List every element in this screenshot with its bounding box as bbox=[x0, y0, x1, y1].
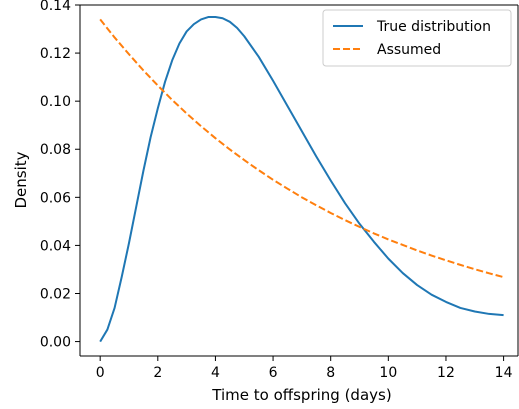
legend-label-true-distribution: True distribution bbox=[376, 19, 491, 35]
axes bbox=[79, 4, 519, 357]
x-tick-label: 10 bbox=[379, 365, 397, 381]
y-tick-label: 0.02 bbox=[40, 286, 71, 302]
y-tick-label: 0.12 bbox=[40, 46, 71, 62]
y-tick-label: 0.00 bbox=[40, 335, 71, 351]
series-line-true-distribution bbox=[99, 16, 504, 343]
x-tick-label: 12 bbox=[437, 365, 455, 381]
y-tick-label: 0.08 bbox=[40, 142, 71, 158]
legend-label-assumed: Assumed bbox=[377, 42, 441, 58]
y-tick-label: 0.10 bbox=[40, 94, 71, 110]
x-tick-label: 14 bbox=[495, 365, 513, 381]
series-line-assumed bbox=[99, 18, 504, 279]
x-axis-label: Time to offspring (days) bbox=[211, 386, 391, 404]
x-tick-label: 2 bbox=[153, 365, 162, 381]
y-tick-label: 0.04 bbox=[40, 238, 71, 254]
series-lines bbox=[99, 16, 504, 343]
y-axis-label: Density bbox=[12, 151, 30, 208]
tick-marks: 0 2 4 6 8 10 12 14 0.00 0.02 0.04 0.06 0.08 0.10 0.12 0… bbox=[40, 0, 513, 381]
legend: True distribution Assumed bbox=[322, 9, 512, 67]
legend-frame bbox=[322, 9, 512, 67]
y-tick-label: 0.14 bbox=[40, 0, 71, 14]
x-tick-label: 6 bbox=[269, 365, 278, 381]
y-tick-label: 0.06 bbox=[40, 190, 71, 206]
x-tick-label: 0 bbox=[96, 365, 105, 381]
x-tick-label: 4 bbox=[211, 365, 220, 381]
x-tick-label: 8 bbox=[326, 365, 335, 381]
